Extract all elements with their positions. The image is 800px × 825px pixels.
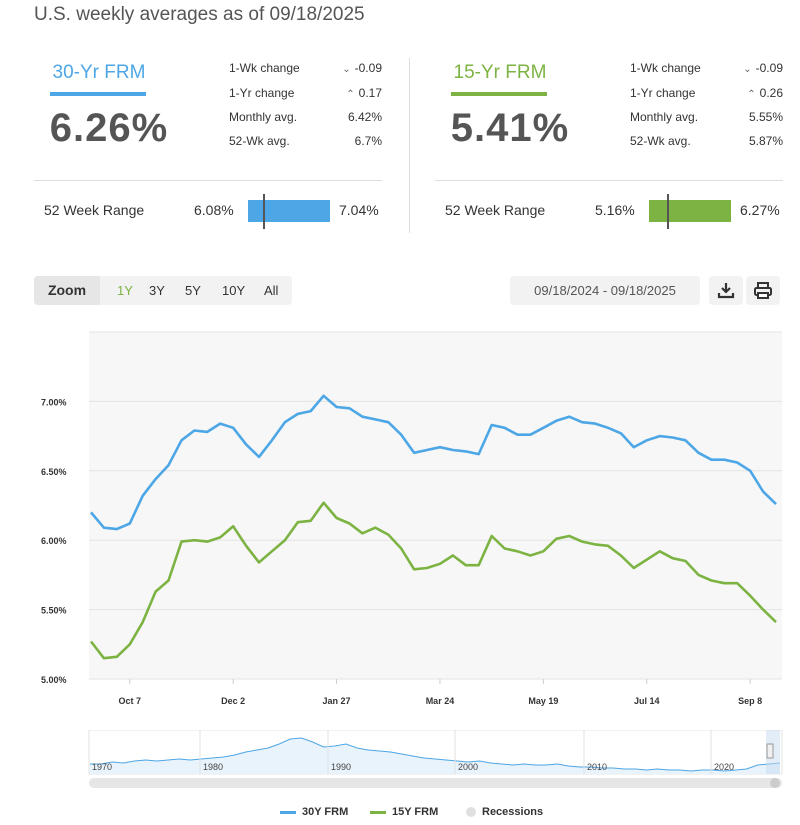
stat-monthly-30yr: Monthly avg. 6.42% — [229, 110, 384, 128]
panel-30yr: 30-Yr FRM 6.26% 1-Wk change ⌄ -0.09 1-Yr … — [34, 52, 384, 232]
date-range-field[interactable]: 09/18/2024 - 09/18/2025 — [510, 276, 700, 305]
legend-item-15y[interactable]: 15Y FRM — [370, 806, 438, 818]
range-min-15yr: 5.16% — [595, 202, 635, 218]
y-tick-label: 5.50% — [41, 606, 67, 616]
rate-chart: 5.00% 5.50% 6.00% 6.50% 7.00% Oct 7 Dec 2 Jan 2… — [41, 331, 782, 706]
y-tick-label: 6.00% — [41, 536, 67, 546]
plot-background — [89, 332, 782, 679]
stat-label: Monthly avg. — [630, 110, 699, 124]
stat-1yr-15yr: 1-Yr change ⌃ 0.26 — [630, 86, 785, 104]
series-line-30y[interactable] — [90, 394, 777, 531]
range-max-30yr: 7.04% — [339, 202, 379, 218]
stat-monthly-15yr: Monthly avg. 5.55% — [630, 110, 785, 128]
divider — [34, 180, 382, 181]
panel-15yr: 15-Yr FRM 5.41% 1-Wk change ⌄ -0.09 1-Yr … — [435, 52, 785, 232]
range-max-15yr: 6.27% — [740, 202, 780, 218]
stat-value: ⌃ 0.26 — [747, 86, 783, 100]
chevron-down-icon: ⌄ — [743, 64, 752, 75]
zoom-selector: Zoom 1Y 3Y 5Y 10Y All — [34, 276, 292, 305]
stat-1wk-15yr: 1-Wk change ⌄ -0.09 — [630, 61, 785, 79]
zoom-5y-button[interactable]: 5Y — [185, 283, 201, 298]
x-tick-label: Jan 27 — [323, 696, 351, 706]
x-tick-label: May 19 — [528, 696, 558, 706]
product-underline-15yr — [451, 92, 547, 96]
stat-value: 6.7% — [354, 134, 382, 148]
range-label-15yr: 52 Week Range — [445, 202, 546, 218]
stat-label: 1-Wk change — [630, 61, 701, 75]
navigator-scrollbar[interactable] — [89, 778, 782, 788]
product-underline-30yr — [50, 92, 146, 96]
x-tick-label: Dec 2 — [221, 696, 245, 706]
stat-1wk-30yr: 1-Wk change ⌄ -0.09 — [229, 61, 384, 79]
panel-divider — [409, 58, 410, 233]
stat-value: ⌃ 0.17 — [346, 86, 382, 100]
download-icon — [717, 283, 735, 299]
chart-navigator[interactable]: 1970 1980 1990 2000 2010 2020 — [0, 730, 800, 790]
range-label-30yr: 52 Week Range — [44, 202, 145, 218]
x-tick-label: Mar 24 — [426, 696, 455, 706]
zoom-1y-button[interactable]: 1Y — [117, 283, 133, 298]
stat-52wk-30yr: 52-Wk avg. 6.7% — [229, 134, 384, 152]
stat-value: ⌄ -0.09 — [743, 61, 783, 75]
chart-legend: 30Y FRM 15Y FRM Recessions — [0, 806, 800, 822]
page-subtitle: U.S. weekly averages as of 09/18/2025 — [34, 4, 365, 25]
x-tick-label: Sep 8 — [738, 696, 762, 706]
legend-item-recessions[interactable]: Recessions — [466, 806, 543, 818]
divider — [435, 180, 783, 181]
zoom-label: Zoom — [34, 276, 100, 305]
navigator-handle[interactable] — [766, 743, 774, 759]
print-icon — [754, 282, 772, 299]
stat-label: 1-Yr change — [630, 86, 696, 100]
stat-value: ⌄ -0.09 — [342, 61, 382, 75]
navigator-year-label: 1990 — [331, 762, 351, 772]
stat-label: 52-Wk avg. — [229, 134, 290, 148]
range-marker-30yr — [262, 194, 265, 229]
legend-swatch-30y — [280, 810, 296, 814]
navigator-year-label: 1970 — [92, 762, 112, 772]
series-line-15y[interactable] — [89, 501, 777, 660]
scrollbar-thumb[interactable] — [770, 778, 780, 788]
chevron-up-icon: ⌃ — [346, 89, 355, 100]
stat-value: 6.42% — [347, 110, 382, 124]
download-button[interactable] — [709, 276, 743, 305]
rate-15yr: 5.41% — [450, 106, 570, 150]
stat-1yr-30yr: 1-Yr change ⌃ 0.17 — [229, 86, 384, 104]
range-bar-15yr — [649, 200, 731, 222]
stat-value: 5.55% — [748, 110, 783, 124]
navigator-area — [90, 738, 780, 774]
stat-label: 1-Wk change — [229, 61, 300, 75]
range-min-30yr: 6.08% — [194, 202, 234, 218]
chevron-up-icon: ⌃ — [747, 89, 756, 100]
range-marker-15yr — [666, 194, 669, 229]
navigator-year-label: 2010 — [587, 762, 607, 772]
x-tick-label: Oct 7 — [119, 696, 142, 706]
y-tick-label: 6.50% — [41, 467, 67, 477]
navigator-line — [90, 737, 781, 772]
zoom-3y-button[interactable]: 3Y — [149, 283, 165, 298]
legend-swatch-15y — [370, 810, 386, 814]
stat-value: 5.87% — [748, 134, 783, 148]
navigator-year-label: 1980 — [203, 762, 223, 772]
navigator-year-label: 2020 — [714, 762, 734, 772]
print-button[interactable] — [746, 276, 780, 305]
stat-52wk-15yr: 52-Wk avg. 5.87% — [630, 134, 785, 152]
product-name-15yr: 15-Yr FRM — [453, 62, 547, 83]
chevron-down-icon: ⌄ — [342, 64, 351, 75]
navigator-year-label: 2000 — [458, 762, 478, 772]
product-name-30yr: 30-Yr FRM — [52, 62, 146, 83]
rate-30yr: 6.26% — [49, 106, 169, 150]
legend-item-30y[interactable]: 30Y FRM — [280, 806, 348, 818]
zoom-10y-button[interactable]: 10Y — [222, 283, 246, 298]
y-tick-label: 7.00% — [41, 397, 67, 407]
range-bar-30yr — [248, 200, 330, 222]
y-tick-label: 5.00% — [41, 675, 67, 685]
zoom-all-button[interactable]: All — [264, 283, 279, 298]
stat-label: 1-Yr change — [229, 86, 295, 100]
stat-label: Monthly avg. — [229, 110, 298, 124]
legend-swatch-recessions — [466, 807, 476, 818]
x-tick-label: Jul 14 — [634, 696, 660, 706]
stat-label: 52-Wk avg. — [630, 134, 691, 148]
